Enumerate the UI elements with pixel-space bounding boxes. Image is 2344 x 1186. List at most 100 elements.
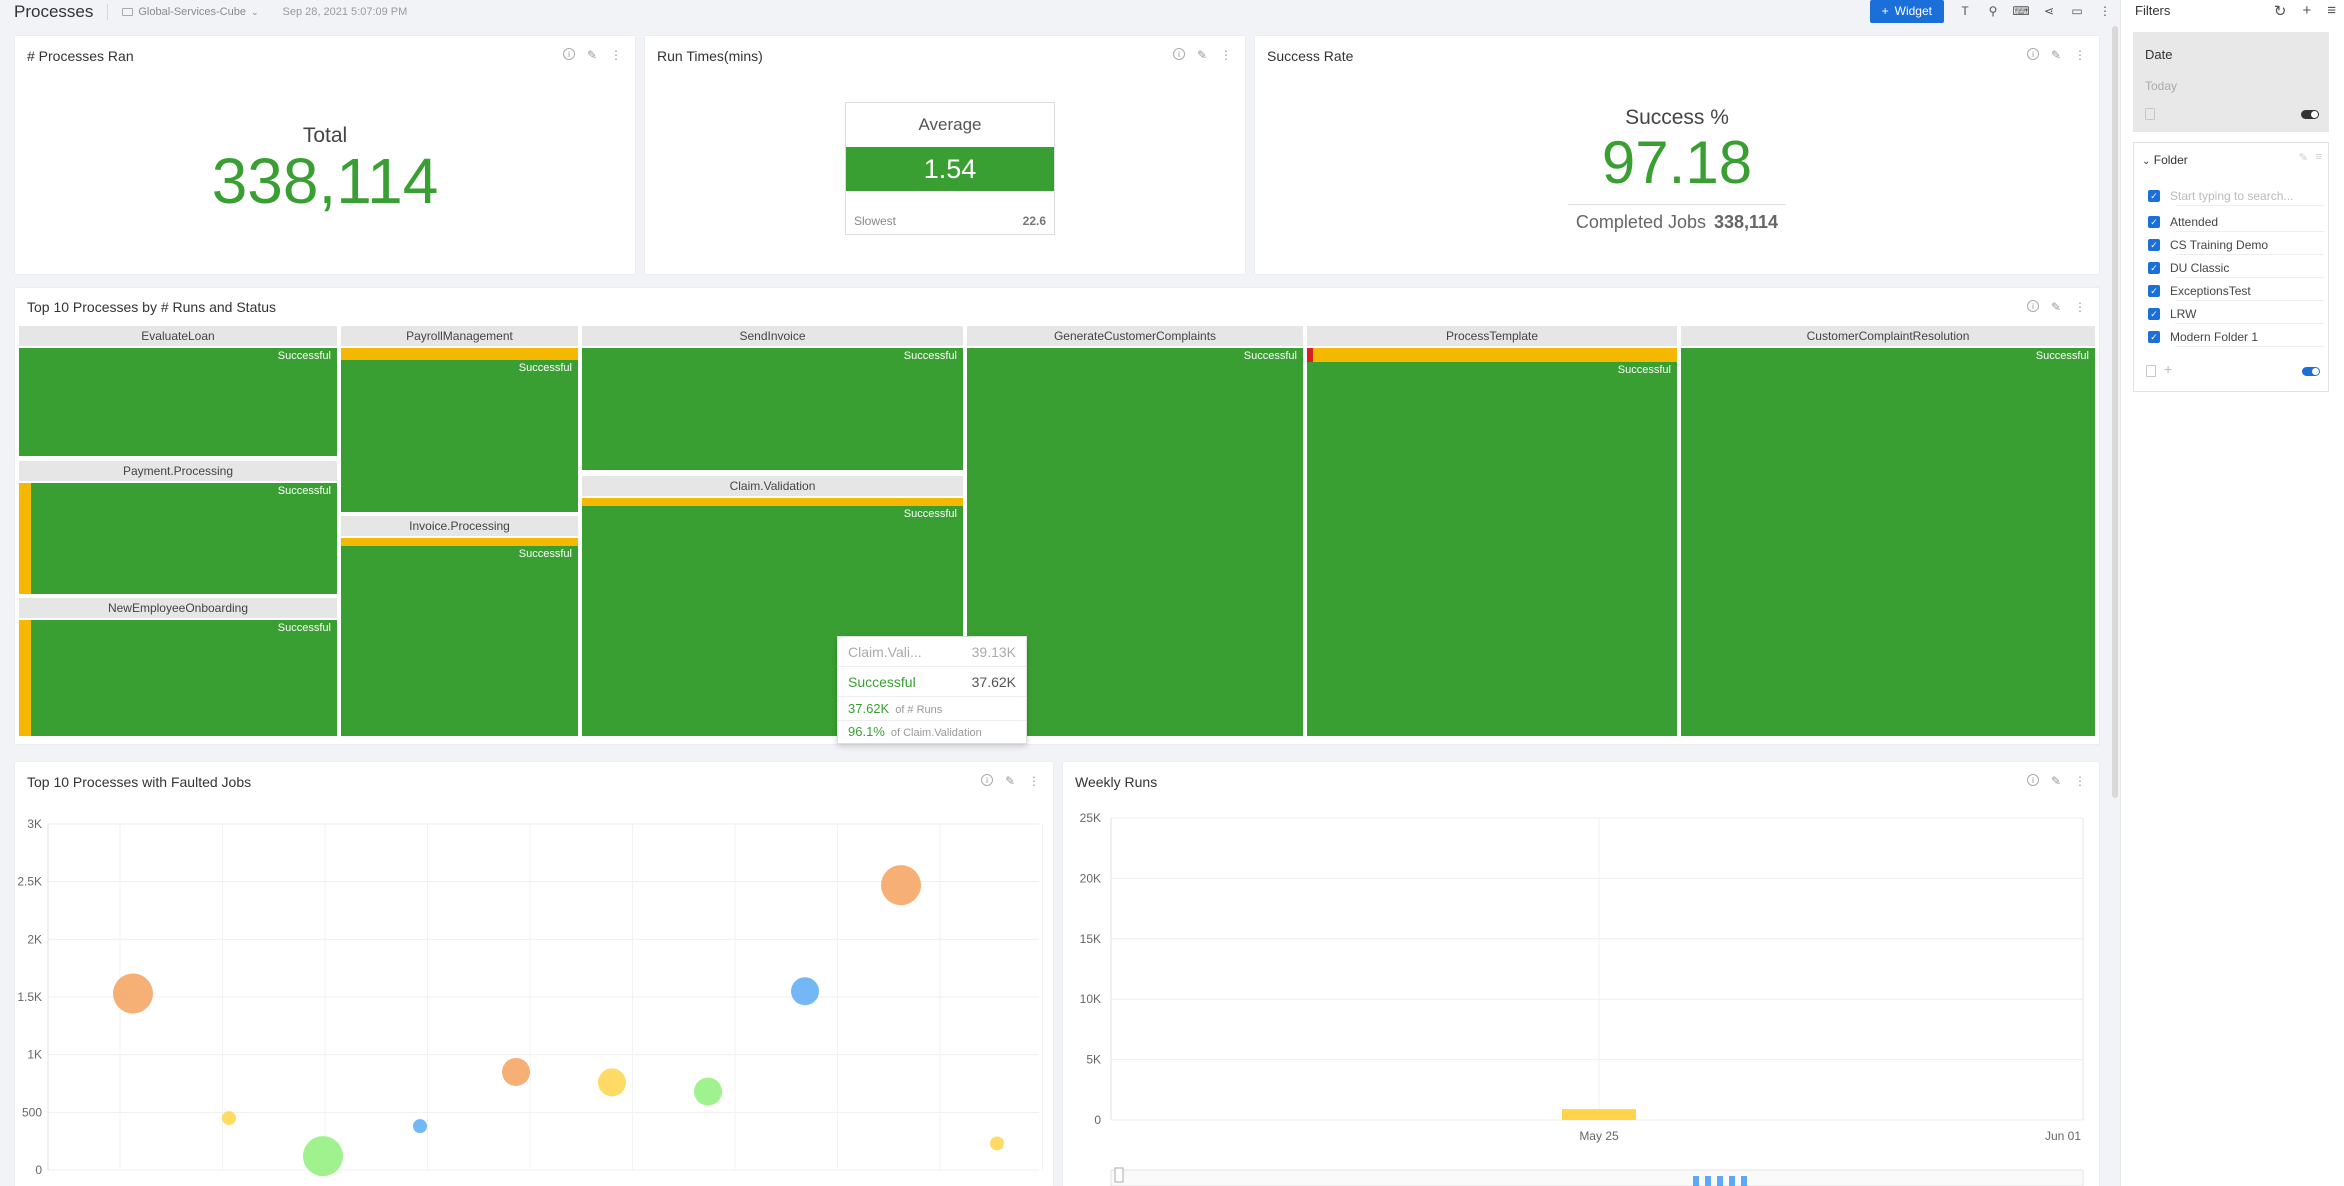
menu-icon[interactable]: ≡: [2327, 2, 2336, 19]
y-tick-label: 500: [22, 1105, 42, 1119]
status-label: Successful: [277, 622, 331, 634]
checkbox[interactable]: ✓: [2148, 285, 2160, 297]
edit-icon[interactable]: ✎: [586, 48, 598, 62]
data-point: [990, 1136, 1004, 1151]
more-icon[interactable]: ⋮: [610, 48, 622, 62]
info-icon[interactable]: i: [2027, 300, 2039, 312]
treemap-cell[interactable]: Successful: [31, 483, 337, 594]
date-filter[interactable]: Date Today: [2133, 32, 2329, 132]
header-divider: [107, 4, 109, 20]
treemap-cell[interactable]: Successful: [1307, 362, 1677, 736]
folder-option-label: DU Classic: [2170, 261, 2230, 275]
divider: [2176, 323, 2324, 324]
data-point: [113, 973, 153, 1014]
add-icon[interactable]: +: [2302, 2, 2312, 19]
checkbox[interactable]: ✓: [2148, 331, 2160, 343]
y-tick-label: 1K: [27, 1048, 42, 1062]
folder-select-all[interactable]: ✓ Start typing to search...: [2148, 189, 2324, 203]
status-label: Successful: [2035, 350, 2089, 362]
y-tick-label: 2.5K: [17, 875, 42, 889]
filters-title: Filters: [2135, 3, 2171, 18]
edit-icon[interactable]: ✎: [2298, 152, 2308, 164]
more-icon[interactable]: ⋮: [2074, 300, 2086, 314]
info-icon[interactable]: i: [981, 774, 993, 786]
data-point: [791, 977, 819, 1006]
treemap-group-header: ProcessTemplate: [1307, 326, 1677, 346]
checkbox[interactable]: ✓: [2148, 216, 2160, 228]
stopped-strip[interactable]: [1307, 348, 1313, 362]
refresh-icon[interactable]: ↻: [2273, 3, 2287, 20]
treemap-cell[interactable]: Successful: [19, 348, 337, 456]
faulted-strip[interactable]: [582, 498, 963, 506]
more-icon[interactable]: ⋮: [1028, 774, 1040, 788]
tooltip-pct-row: 96.1% of Claim.Validation: [838, 721, 1026, 743]
edit-icon[interactable]: ✎: [2050, 300, 2062, 314]
cube-name: Global-Services-Cube: [138, 6, 246, 18]
folder-option[interactable]: ✓ CS Training Demo: [2148, 238, 2324, 252]
more-icon[interactable]: ⋮: [1220, 48, 1232, 62]
checkbox[interactable]: ✓: [2148, 308, 2160, 320]
folder-option-label: CS Training Demo: [2170, 238, 2269, 252]
y-tick-label: 2K: [27, 932, 42, 946]
add-widget-button[interactable]: + Widget: [1869, 0, 1944, 23]
more-icon[interactable]: ⋮: [2074, 48, 2086, 62]
edit-icon[interactable]: ✎: [1196, 48, 1208, 62]
folder-option[interactable]: ✓ ExceptionsTest: [2148, 284, 2324, 298]
filter-icon[interactable]: ⚲: [1988, 4, 1998, 18]
treemap-cell[interactable]: Successful: [341, 546, 578, 736]
cube-selector[interactable]: Global-Services-Cube ⌄: [122, 6, 259, 18]
treemap-cell[interactable]: Successful: [341, 360, 578, 512]
edit-icon[interactable]: ✎: [1004, 774, 1016, 788]
keyboard-icon[interactable]: ⌨: [2012, 4, 2030, 18]
faulted-strip[interactable]: [1313, 348, 1677, 362]
add-icon[interactable]: +: [2164, 361, 2173, 377]
faulted-strip[interactable]: [341, 538, 578, 546]
edit-icon[interactable]: ✎: [2050, 48, 2062, 62]
folder-filter-header[interactable]: ⌄ Folder: [2142, 153, 2188, 167]
dashboard-scrollbar[interactable]: [2112, 26, 2118, 798]
share-icon[interactable]: ⋖: [2043, 4, 2055, 18]
text-icon[interactable]: T: [1961, 4, 1969, 18]
treemap-cell[interactable]: Successful: [1681, 348, 2095, 736]
tooltip-runs-row: 37.62K of # Runs: [838, 697, 1026, 721]
folder-option[interactable]: ✓ Attended: [2148, 215, 2324, 229]
navigator-bar: [1741, 1176, 1747, 1186]
average-value: 1.54: [846, 147, 1054, 191]
folder-option[interactable]: ✓ LRW: [2148, 307, 2324, 321]
info-icon[interactable]: i: [2027, 48, 2039, 60]
trash-icon[interactable]: [2146, 365, 2156, 377]
folder-search-input[interactable]: Start typing to search...: [2170, 189, 2294, 203]
tooltip-status-row: Successful 37.62K: [838, 667, 1026, 697]
treemap-cell[interactable]: Successful: [582, 348, 963, 470]
info-icon[interactable]: i: [1173, 48, 1185, 60]
checkbox[interactable]: ✓: [2148, 190, 2160, 202]
faulted-strip[interactable]: [341, 348, 578, 360]
trash-icon[interactable]: [2145, 108, 2155, 120]
folder-option[interactable]: ✓ DU Classic: [2148, 261, 2324, 275]
info-icon[interactable]: i: [2027, 774, 2039, 786]
treemap-cell[interactable]: Successful: [31, 620, 337, 736]
more-icon[interactable]: ⋮: [2099, 4, 2111, 18]
y-tick-label: 0: [35, 1163, 42, 1177]
faulted-scatter-chart: 3K 2.5K 2K 1.5K 1K 500 0: [17, 817, 1043, 1177]
y-tick-label: 25K: [1080, 811, 1101, 825]
more-icon[interactable]: ⋮: [2074, 774, 2086, 788]
faulted-strip[interactable]: [19, 483, 31, 594]
completed-label: Completed Jobs: [1575, 212, 1706, 232]
folder-option-label: Modern Folder 1: [2170, 330, 2259, 344]
info-icon[interactable]: i: [563, 48, 575, 60]
date-filter-toggle[interactable]: [2301, 110, 2319, 119]
faulted-strip[interactable]: [19, 620, 31, 736]
menu-icon[interactable]: ≡: [2315, 151, 2322, 163]
folder-filter-toggle[interactable]: [2302, 367, 2320, 376]
edit-icon[interactable]: ✎: [2050, 774, 2062, 788]
date-filter-value: Today: [2145, 79, 2178, 93]
data-point: [413, 1119, 427, 1134]
divider: [2176, 346, 2324, 347]
checkbox[interactable]: ✓: [2148, 262, 2160, 274]
folder-option[interactable]: ✓ Modern Folder 1: [2148, 330, 2324, 344]
divider: [2176, 254, 2324, 255]
faulted-jobs-widget: Top 10 Processes with Faulted Jobs i ✎ ⋮…: [15, 762, 1053, 1186]
checkbox[interactable]: ✓: [2148, 239, 2160, 251]
monitor-icon[interactable]: ▭: [2071, 4, 2083, 18]
